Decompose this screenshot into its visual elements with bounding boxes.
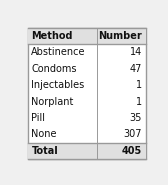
Text: 1: 1 <box>136 97 142 107</box>
Text: 14: 14 <box>130 48 142 58</box>
Text: None: None <box>31 129 57 139</box>
Text: 47: 47 <box>130 64 142 74</box>
Bar <box>28 143 146 159</box>
Text: Total: Total <box>31 146 58 156</box>
Text: Abstinence: Abstinence <box>31 48 86 58</box>
Text: Condoms: Condoms <box>31 64 77 74</box>
Text: 307: 307 <box>124 129 142 139</box>
Text: Number: Number <box>98 31 142 41</box>
Text: Injectables: Injectables <box>31 80 85 90</box>
Text: Pill: Pill <box>31 113 45 123</box>
Text: Norplant: Norplant <box>31 97 74 107</box>
Text: Method: Method <box>31 31 73 41</box>
Text: 405: 405 <box>122 146 142 156</box>
Text: 1: 1 <box>136 80 142 90</box>
Text: 35: 35 <box>130 113 142 123</box>
Bar <box>28 28 146 44</box>
